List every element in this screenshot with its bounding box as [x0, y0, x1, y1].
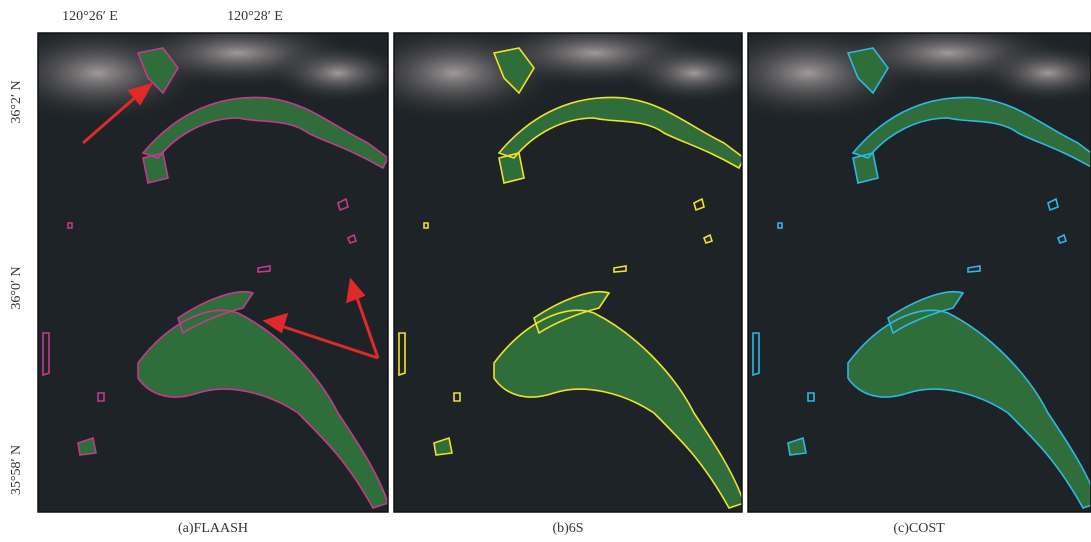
panel-c [698, 18, 1091, 512]
figure-svg: 120°26′ E 120°28′ E 36°2′ N 36°0′ N 35°5… [0, 0, 1091, 542]
panel-b-image [344, 18, 764, 512]
panel-c-image [698, 18, 1091, 512]
panel-caption: (c)COST [893, 521, 945, 536]
lon-label: 120°26′ E [62, 9, 118, 24]
panel-a-image [0, 18, 408, 512]
lon-label: 120°28′ E [227, 9, 283, 24]
figure: 120°26′ E 120°28′ E 36°2′ N 36°0′ N 35°5… [0, 0, 1091, 542]
panel-caption: (b)6S [552, 521, 583, 536]
lat-label: 35°58′ N [9, 445, 24, 495]
panel-a [0, 18, 408, 512]
panel-caption: (a)FLAASH [178, 521, 248, 536]
lat-label: 36°2′ N [9, 80, 24, 123]
lat-label: 36°0′ N [9, 266, 24, 309]
panel-b [344, 18, 764, 512]
